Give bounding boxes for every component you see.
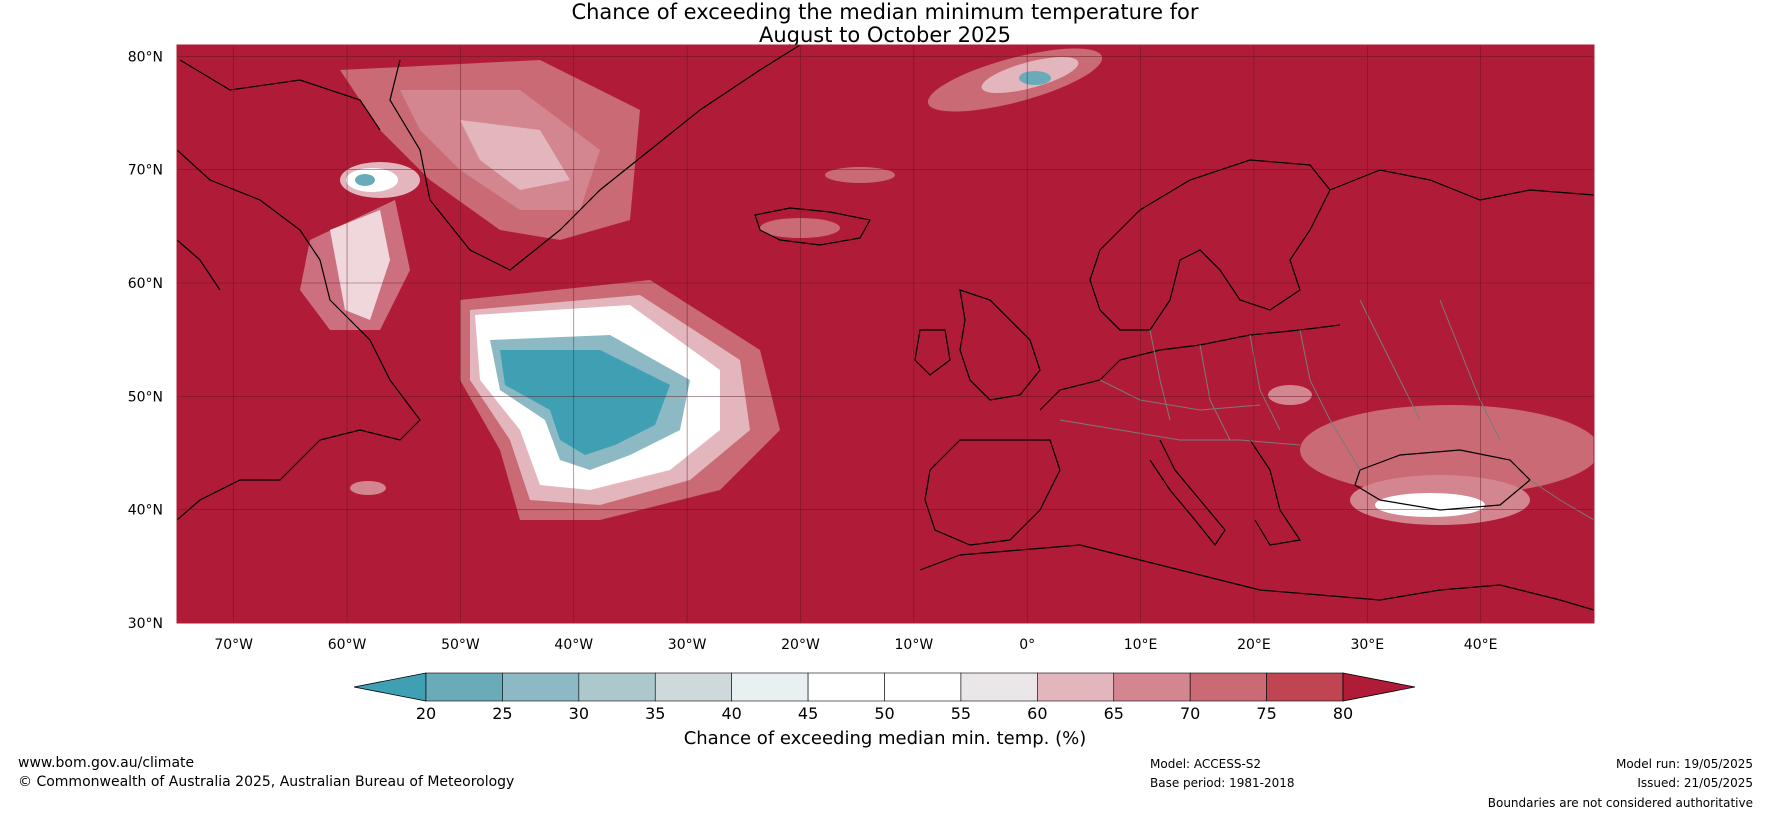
colorbar-segment xyxy=(884,672,962,702)
website-link[interactable]: www.bom.gov.au/climate xyxy=(18,755,195,771)
colorbar-tick-label: 75 xyxy=(1256,704,1276,723)
probability-contours xyxy=(300,48,1594,525)
colorbar-segment xyxy=(425,672,503,702)
colorbar-under-extension xyxy=(353,672,427,702)
longitude-label: 50°W xyxy=(441,637,480,653)
colorbar-tick-label: 50 xyxy=(874,704,894,723)
model-text: Model: ACCESS-S2 xyxy=(1150,757,1262,771)
colorbar-tick-label: 65 xyxy=(1104,704,1124,723)
copyright-text: © Commonwealth of Australia 2025, Austra… xyxy=(18,774,515,790)
colorbar-tick-label: 35 xyxy=(645,704,665,723)
latitude-label: 50°N xyxy=(128,389,163,405)
colorbar-tick-label: 20 xyxy=(416,704,436,723)
latitude-label: 40°N xyxy=(128,503,163,519)
longitude-label: 10°E xyxy=(1124,637,1158,653)
colorbar-tick-label: 55 xyxy=(951,704,971,723)
model-run-text: Model run: 19/05/2025 xyxy=(1615,757,1753,771)
disclaimer-text: Boundaries are not considered authoritat… xyxy=(1487,796,1753,810)
longitude-label: 40°E xyxy=(1464,637,1498,653)
latitude-label: 70°N xyxy=(128,163,163,179)
colorbar-segment xyxy=(1113,672,1191,702)
colorbar-tick-label: 80 xyxy=(1333,704,1353,723)
latitude-label: 80°N xyxy=(128,49,163,65)
colorbar-tick-label: 30 xyxy=(569,704,589,723)
colorbar-segment xyxy=(654,672,732,702)
longitude-labels: 70°W 60°W 50°W 40°W 30°W 20°W 10°W 0° 10°E 20°E 30… xyxy=(214,637,1497,653)
map-frame xyxy=(176,44,1595,624)
country-borders xyxy=(1059,299,1594,521)
colorbar-segment xyxy=(578,672,656,702)
longitude-label: 40°W xyxy=(554,637,593,653)
longitude-label: 10°W xyxy=(895,637,934,653)
longitude-label: 70°W xyxy=(214,637,253,653)
colorbar-tick-label: 40 xyxy=(721,704,741,723)
colorbar-segment xyxy=(502,672,580,702)
longitude-label: 20°W xyxy=(781,637,820,653)
colorbar-tick-label: 45 xyxy=(798,704,818,723)
longitude-label: 20°E xyxy=(1237,637,1271,653)
issued-text: Issued: 21/05/2025 xyxy=(1637,776,1753,790)
colorbar-tick-label: 70 xyxy=(1180,704,1200,723)
latitude-label: 30°N xyxy=(128,616,163,632)
colorbar-segment xyxy=(731,672,809,702)
colorbar-segment xyxy=(1037,672,1115,702)
colorbar-segment xyxy=(807,672,885,702)
colorbar-tick-label: 60 xyxy=(1027,704,1047,723)
colorbar xyxy=(353,672,1416,702)
colorbar-tick-label: 25 xyxy=(492,704,512,723)
base-period-text: Base period: 1981-2018 xyxy=(1150,776,1295,790)
longitude-label: 0° xyxy=(1019,637,1035,653)
colorbar-segment xyxy=(960,672,1038,702)
longitude-label: 30°W xyxy=(668,637,707,653)
map-title-line2: August to October 2025 xyxy=(758,23,1012,47)
gridlines xyxy=(177,45,1594,623)
latitude-label: 60°N xyxy=(128,276,163,292)
map-title-line1: Chance of exceeding the median minimum t… xyxy=(571,0,1199,24)
colorbar-title: Chance of exceeding median min. temp. (%… xyxy=(683,728,1087,749)
coastlines xyxy=(177,45,1594,611)
colorbar-over-extension xyxy=(1342,672,1416,702)
colorbar-tick-labels: 20 25 30 35 40 45 50 55 60 65 70 75 80 xyxy=(416,704,1353,723)
longitude-label: 30°E xyxy=(1350,637,1384,653)
colorbar-segment xyxy=(1266,672,1344,702)
latitude-labels: 30°N 40°N 50°N 60°N 70°N 80°N xyxy=(128,49,163,632)
longitude-label: 60°W xyxy=(328,637,367,653)
colorbar-segment xyxy=(1189,672,1267,702)
